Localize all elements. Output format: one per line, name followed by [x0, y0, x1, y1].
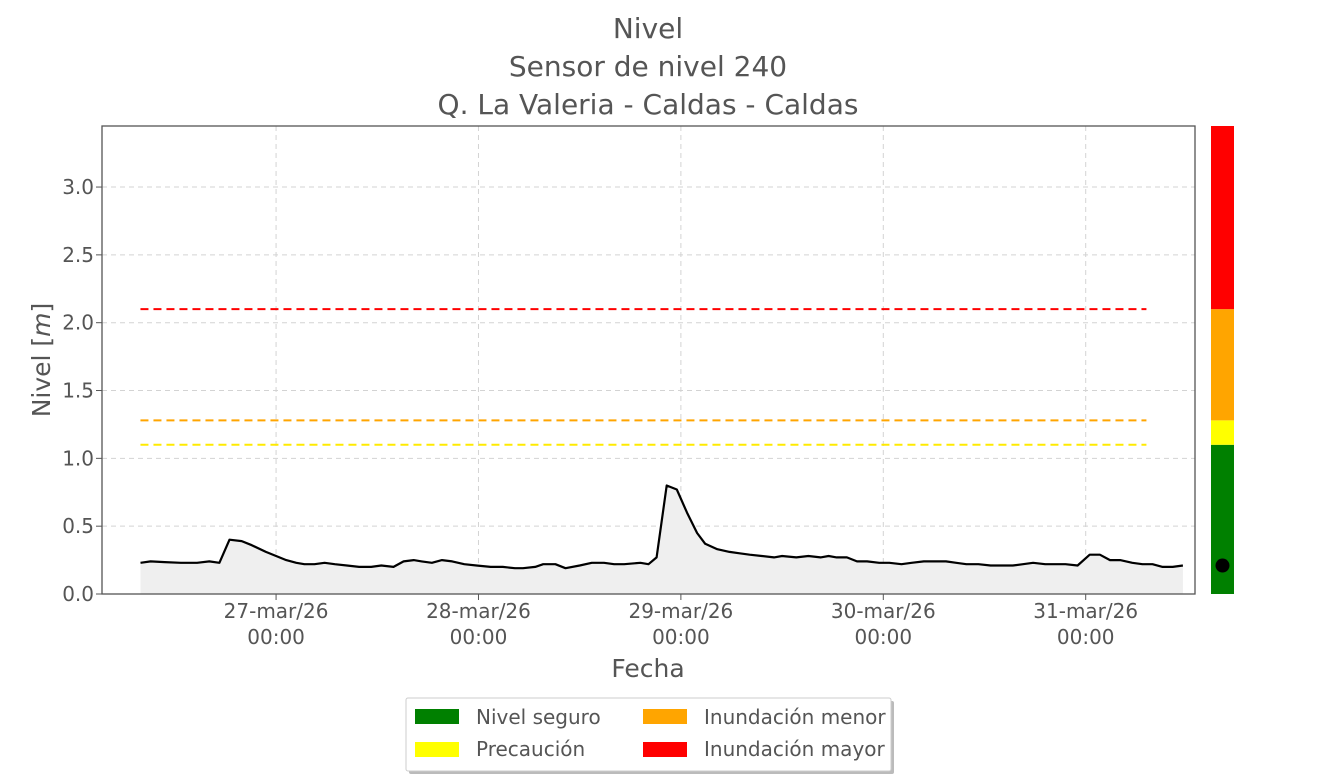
y-tick-label: 2.0	[62, 311, 94, 335]
y-axis-label-suffix: ]	[27, 303, 56, 313]
chart-title: Nivel Sensor de nivel 240 Q. La Valeria …	[438, 12, 859, 121]
chart-title-line-3: Q. La Valeria - Caldas - Caldas	[438, 88, 859, 121]
level-bar-segment	[1211, 444, 1234, 594]
x-tick-time: 00:00	[247, 625, 305, 649]
level-line	[140, 484, 1184, 570]
threshold-lines	[140, 308, 1147, 446]
legend-label-inundacion-mayor: Inundación mayor	[704, 737, 886, 761]
y-tick-label: 3.0	[62, 175, 94, 199]
level-bar-segment	[1211, 309, 1234, 421]
y-axis-label-prefix: Nivel [	[27, 337, 56, 417]
legend-label-inundacion-menor: Inundación menor	[704, 705, 886, 729]
x-tick-time: 00:00	[1057, 625, 1115, 649]
x-tick-date: 30-mar/26	[831, 599, 936, 623]
chart-title-line-2: Sensor de nivel 240	[509, 50, 787, 83]
level-series	[140, 484, 1184, 570]
x-tick-time: 00:00	[450, 625, 508, 649]
x-tick-time: 00:00	[652, 625, 710, 649]
plot-frame	[101, 125, 1196, 595]
y-tick-label: 0.0	[62, 582, 94, 606]
x-tick-date: 29-mar/26	[628, 599, 733, 623]
level-area-fill	[140, 485, 1183, 594]
y-tick-label: 0.5	[62, 514, 94, 538]
y-axis-ticks: 0.0 0.5 1.0 1.5 2.0 2.5 3.0	[62, 175, 102, 606]
level-bar-segment	[1211, 126, 1234, 310]
x-tick-time: 00:00	[854, 625, 912, 649]
y-axis-label-unit: m	[27, 312, 56, 336]
level-area	[140, 485, 1183, 594]
current-level-marker	[1215, 558, 1230, 573]
legend-swatch-inundacion-mayor	[643, 742, 687, 757]
x-tick-date: 27-mar/26	[224, 599, 329, 623]
chart-title-line-1: Nivel	[613, 12, 683, 45]
legend-box	[405, 697, 892, 772]
legend: Nivel seguro Inundación menor Precaución…	[405, 697, 894, 774]
legend-swatch-inundacion-menor	[643, 709, 687, 724]
y-axis-label: Nivel [m]	[27, 303, 56, 418]
legend-label-precaucion: Precaución	[476, 737, 585, 761]
x-axis-label: Fecha	[611, 654, 684, 683]
grid-lines	[102, 126, 1195, 595]
legend-swatch-precaucion	[415, 742, 459, 757]
level-bar-segment	[1211, 420, 1234, 445]
y-tick-label: 1.5	[62, 379, 94, 403]
x-axis-ticks: 27-mar/2600:0028-mar/2600:0029-mar/2600:…	[224, 594, 1138, 649]
y-tick-label: 2.5	[62, 243, 94, 267]
level-status-bar	[1211, 126, 1234, 594]
x-tick-date: 28-mar/26	[426, 599, 531, 623]
x-tick-date: 31-mar/26	[1033, 599, 1138, 623]
legend-label-nivel-seguro: Nivel seguro	[476, 705, 601, 729]
legend-swatch-nivel-seguro	[415, 709, 459, 724]
y-tick-label: 1.0	[62, 446, 94, 470]
